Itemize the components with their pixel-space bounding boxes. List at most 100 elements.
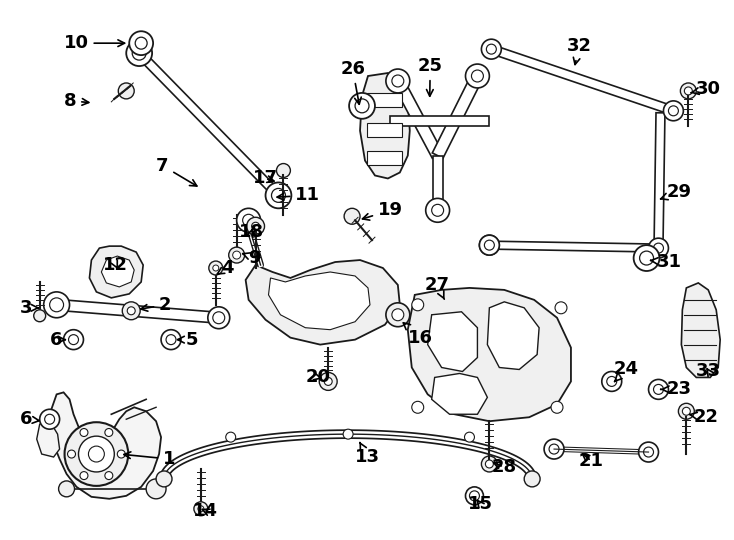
Circle shape <box>80 429 88 436</box>
Circle shape <box>678 403 694 419</box>
Text: 24: 24 <box>614 361 639 382</box>
Circle shape <box>633 245 659 271</box>
Circle shape <box>524 471 540 487</box>
Circle shape <box>487 44 496 54</box>
Text: 22: 22 <box>690 408 719 426</box>
Polygon shape <box>390 116 490 126</box>
Circle shape <box>465 487 484 505</box>
Circle shape <box>40 409 59 429</box>
Circle shape <box>343 429 353 439</box>
Circle shape <box>105 471 113 480</box>
Polygon shape <box>408 288 571 421</box>
Text: 4: 4 <box>217 259 233 277</box>
Bar <box>367 151 401 165</box>
Polygon shape <box>432 156 443 210</box>
Polygon shape <box>490 241 661 252</box>
Bar <box>367 93 401 107</box>
Circle shape <box>34 310 46 322</box>
Bar <box>367 123 401 137</box>
Circle shape <box>135 37 147 49</box>
Polygon shape <box>50 393 161 499</box>
Circle shape <box>680 83 697 99</box>
Text: 31: 31 <box>650 253 681 271</box>
Circle shape <box>639 442 658 462</box>
Text: 30: 30 <box>691 80 722 98</box>
Text: 6: 6 <box>20 410 39 428</box>
Circle shape <box>555 302 567 314</box>
Text: 8: 8 <box>64 92 89 110</box>
Text: 20: 20 <box>305 368 330 387</box>
Text: 15: 15 <box>468 495 493 513</box>
Circle shape <box>236 208 261 232</box>
Circle shape <box>386 69 410 93</box>
Circle shape <box>479 235 499 255</box>
Circle shape <box>166 335 176 345</box>
Text: 27: 27 <box>425 276 450 299</box>
Circle shape <box>412 299 424 311</box>
Circle shape <box>59 481 75 497</box>
Text: 26: 26 <box>340 60 365 104</box>
Polygon shape <box>37 419 59 457</box>
Text: 19: 19 <box>363 201 403 220</box>
Text: 5: 5 <box>178 330 198 349</box>
Circle shape <box>484 240 494 250</box>
Circle shape <box>45 414 54 424</box>
Polygon shape <box>432 73 483 158</box>
Circle shape <box>639 251 653 265</box>
Circle shape <box>479 235 499 255</box>
Text: 10: 10 <box>64 34 125 52</box>
Text: 11: 11 <box>277 186 320 204</box>
Polygon shape <box>136 50 282 199</box>
Polygon shape <box>246 260 400 345</box>
Circle shape <box>247 217 264 235</box>
Circle shape <box>266 183 291 208</box>
Text: 12: 12 <box>103 256 128 274</box>
Circle shape <box>88 446 104 462</box>
Circle shape <box>649 380 669 400</box>
Circle shape <box>683 407 691 415</box>
Circle shape <box>465 432 474 442</box>
Text: 23: 23 <box>661 380 691 399</box>
Circle shape <box>64 330 84 349</box>
Text: 9: 9 <box>243 249 261 267</box>
Circle shape <box>194 502 208 516</box>
Circle shape <box>213 312 225 323</box>
Circle shape <box>653 243 664 253</box>
Polygon shape <box>432 374 487 414</box>
Circle shape <box>156 471 172 487</box>
Circle shape <box>226 432 236 442</box>
Polygon shape <box>269 272 370 330</box>
Text: 33: 33 <box>697 362 722 381</box>
Circle shape <box>649 238 669 258</box>
Circle shape <box>664 101 683 121</box>
Circle shape <box>551 401 563 413</box>
Circle shape <box>471 70 484 82</box>
Circle shape <box>277 164 291 178</box>
Text: 6: 6 <box>50 330 65 349</box>
Circle shape <box>355 99 369 113</box>
Circle shape <box>126 40 152 66</box>
Text: 25: 25 <box>418 57 443 96</box>
Text: 3: 3 <box>20 299 38 317</box>
Circle shape <box>198 506 204 512</box>
Polygon shape <box>654 113 665 248</box>
Circle shape <box>146 479 166 499</box>
Circle shape <box>470 491 479 501</box>
Circle shape <box>319 373 337 390</box>
Polygon shape <box>681 283 720 377</box>
Polygon shape <box>490 45 675 115</box>
Circle shape <box>50 298 64 312</box>
Circle shape <box>465 64 490 88</box>
Circle shape <box>549 444 559 454</box>
Circle shape <box>117 450 126 458</box>
Circle shape <box>65 422 128 486</box>
Polygon shape <box>101 256 134 287</box>
Text: 13: 13 <box>355 443 380 466</box>
Circle shape <box>233 251 241 259</box>
Circle shape <box>229 247 244 263</box>
Circle shape <box>208 261 222 275</box>
Circle shape <box>602 372 622 392</box>
Text: 32: 32 <box>567 37 592 64</box>
Circle shape <box>272 188 286 202</box>
Text: 28: 28 <box>491 458 517 476</box>
